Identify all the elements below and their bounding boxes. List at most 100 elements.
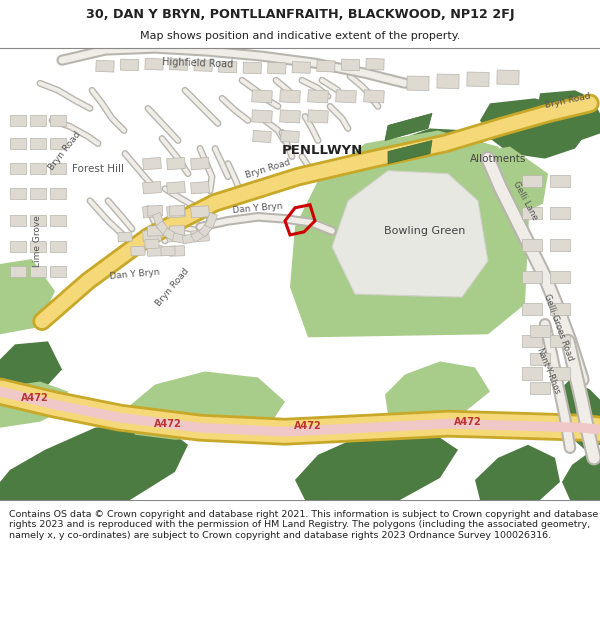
Text: A472: A472 [154, 419, 182, 429]
Polygon shape [218, 61, 237, 72]
Polygon shape [30, 188, 46, 199]
Polygon shape [131, 246, 145, 256]
Text: Bryn Road: Bryn Road [47, 129, 83, 172]
Text: Contains OS data © Crown copyright and database right 2021. This information is : Contains OS data © Crown copyright and d… [9, 510, 598, 540]
Polygon shape [50, 188, 66, 199]
Polygon shape [30, 241, 46, 252]
Text: Bryn Road: Bryn Road [154, 266, 190, 308]
Polygon shape [437, 74, 459, 89]
Text: A472: A472 [21, 392, 49, 402]
Polygon shape [407, 76, 429, 91]
Polygon shape [308, 110, 328, 123]
Polygon shape [281, 131, 299, 142]
Polygon shape [191, 182, 209, 194]
Text: Highfield Road: Highfield Road [162, 57, 234, 69]
Polygon shape [163, 228, 179, 242]
Polygon shape [280, 90, 301, 103]
Polygon shape [169, 246, 185, 256]
Polygon shape [118, 232, 132, 242]
Polygon shape [341, 59, 359, 71]
Polygon shape [522, 336, 542, 348]
Polygon shape [191, 158, 209, 170]
Polygon shape [125, 371, 285, 440]
Polygon shape [550, 271, 570, 283]
Polygon shape [148, 226, 163, 236]
Polygon shape [385, 361, 490, 419]
Polygon shape [148, 206, 163, 216]
Polygon shape [143, 182, 161, 194]
Polygon shape [152, 213, 165, 228]
Polygon shape [167, 206, 185, 218]
Polygon shape [50, 266, 66, 277]
Polygon shape [388, 141, 432, 164]
Polygon shape [173, 233, 188, 244]
Polygon shape [385, 129, 488, 181]
Polygon shape [522, 368, 542, 379]
Polygon shape [194, 60, 212, 71]
Polygon shape [290, 131, 530, 338]
Text: Allotments: Allotments [470, 154, 526, 164]
Polygon shape [191, 230, 209, 242]
Polygon shape [30, 266, 46, 277]
Polygon shape [10, 241, 26, 252]
Polygon shape [96, 61, 114, 72]
Polygon shape [538, 90, 600, 141]
Polygon shape [169, 226, 185, 236]
Polygon shape [50, 138, 66, 149]
Polygon shape [50, 216, 66, 226]
Polygon shape [50, 115, 66, 126]
Polygon shape [145, 58, 163, 70]
Polygon shape [143, 158, 161, 170]
Text: Dan Y Bryn: Dan Y Bryn [233, 202, 283, 216]
Text: Map shows position and indicative extent of the property.: Map shows position and indicative extent… [140, 31, 460, 41]
Polygon shape [317, 61, 335, 72]
Text: Gelli-Groes Road: Gelli-Groes Road [542, 292, 574, 362]
Polygon shape [10, 188, 26, 199]
Polygon shape [161, 246, 175, 256]
Polygon shape [30, 163, 46, 174]
Polygon shape [364, 90, 385, 103]
Polygon shape [308, 90, 328, 103]
Polygon shape [10, 163, 26, 174]
Polygon shape [169, 206, 185, 216]
Polygon shape [562, 452, 600, 500]
Polygon shape [50, 241, 66, 252]
Text: 30, DAN Y BRYN, PONTLLANFRAITH, BLACKWOOD, NP12 2FJ: 30, DAN Y BRYN, PONTLLANFRAITH, BLACKWOO… [86, 8, 514, 21]
Polygon shape [143, 230, 161, 242]
Polygon shape [530, 353, 550, 366]
Polygon shape [480, 98, 590, 159]
Polygon shape [558, 379, 600, 450]
Polygon shape [448, 146, 548, 219]
Polygon shape [530, 325, 550, 338]
Polygon shape [385, 113, 432, 141]
Polygon shape [10, 216, 26, 226]
Polygon shape [280, 110, 301, 123]
Polygon shape [522, 174, 542, 187]
Text: Bowling Green: Bowling Green [385, 226, 466, 236]
Polygon shape [253, 131, 271, 142]
Polygon shape [199, 221, 214, 237]
Polygon shape [143, 206, 161, 218]
Polygon shape [205, 213, 217, 228]
Polygon shape [243, 62, 262, 74]
Polygon shape [0, 419, 188, 500]
Polygon shape [550, 207, 570, 219]
Polygon shape [366, 58, 384, 70]
Polygon shape [50, 163, 66, 174]
Polygon shape [10, 115, 26, 126]
Polygon shape [121, 59, 139, 71]
Polygon shape [0, 259, 55, 334]
Text: Bryn Road: Bryn Road [544, 91, 592, 109]
Polygon shape [530, 381, 550, 394]
Polygon shape [191, 228, 207, 242]
Polygon shape [522, 207, 542, 219]
Polygon shape [0, 381, 68, 428]
Text: A472: A472 [454, 417, 482, 427]
Polygon shape [30, 216, 46, 226]
Polygon shape [550, 303, 570, 315]
Polygon shape [167, 230, 185, 242]
Polygon shape [30, 115, 46, 126]
Text: Nant-Y-Rhos: Nant-Y-Rhos [535, 347, 562, 396]
Text: Lime Grove: Lime Grove [34, 215, 43, 267]
Text: A472: A472 [294, 421, 322, 431]
